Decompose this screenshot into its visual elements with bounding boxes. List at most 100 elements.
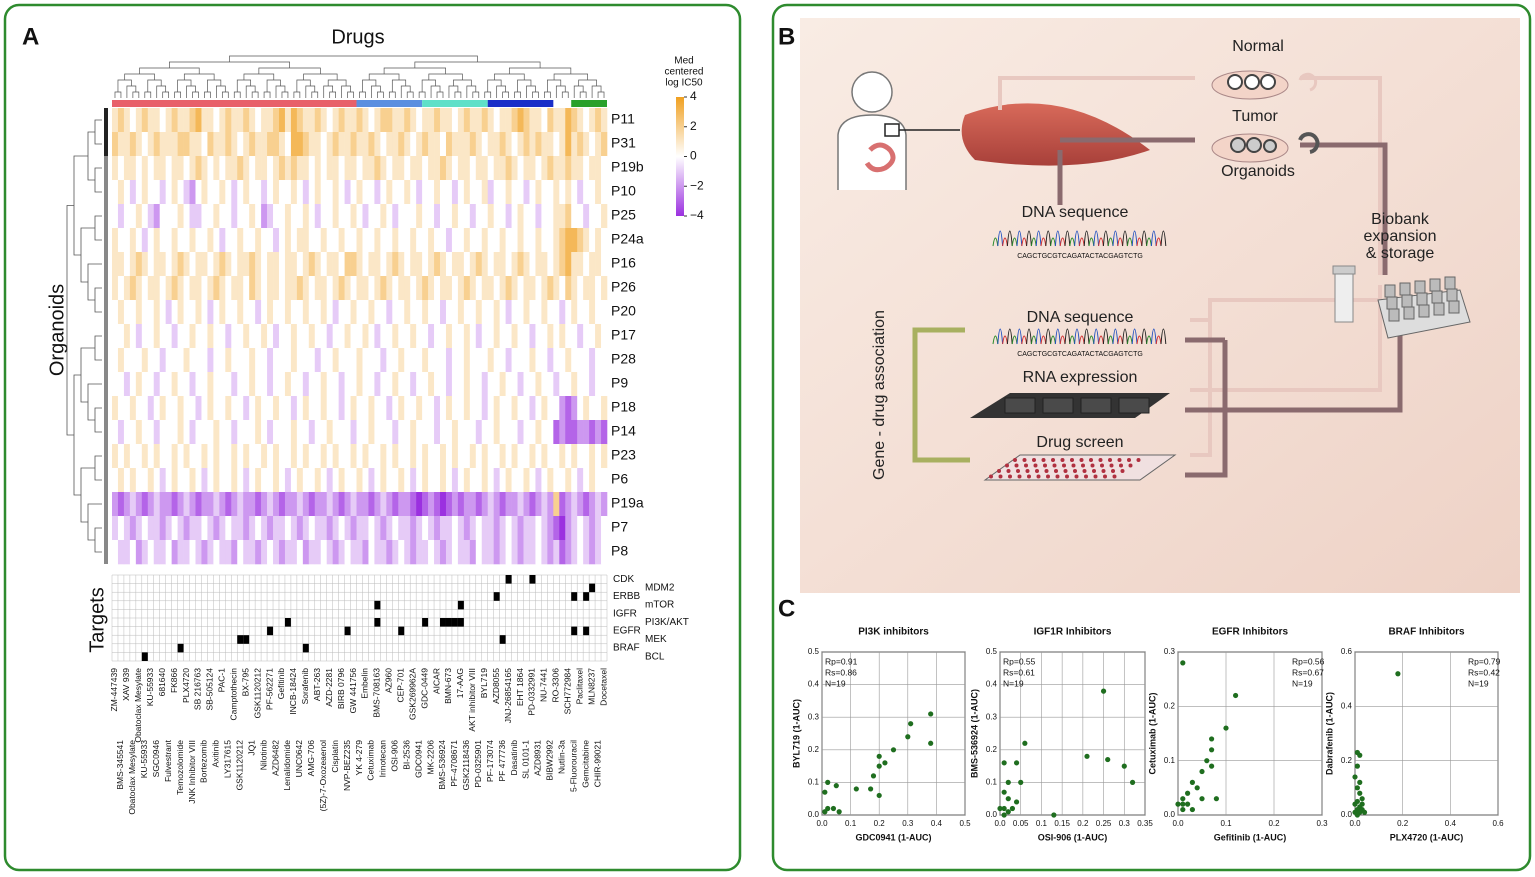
heatmap-cell	[451, 300, 459, 325]
heatmap-cell	[457, 516, 465, 541]
drug-label: AMG-706	[306, 740, 316, 777]
heatmap-cell	[165, 540, 172, 565]
heatmap-cell	[201, 396, 208, 421]
heatmap-cell	[535, 468, 542, 493]
heatmap-cell	[404, 204, 411, 229]
heatmap-cell	[380, 540, 387, 565]
heatmap-cell	[278, 444, 286, 469]
heatmap-cell	[350, 228, 357, 253]
heatmap-cell	[112, 396, 119, 421]
cluster-bar	[571, 100, 607, 107]
heatmap-cell	[583, 252, 590, 277]
heatmap-cell	[117, 156, 125, 181]
heatmap-cell	[404, 420, 411, 445]
point	[1180, 806, 1186, 813]
heatmap-cell	[583, 156, 590, 181]
heatmap-cell	[177, 300, 184, 325]
drug-label: PD-0332991	[527, 668, 537, 716]
heatmap-cell	[601, 108, 608, 133]
heatmap-cell	[356, 516, 363, 541]
heatmap-cell	[445, 468, 453, 493]
heatmap-cell	[207, 444, 214, 469]
heatmap-cell	[511, 228, 518, 253]
well	[1063, 469, 1068, 473]
heatmap-cell	[129, 108, 137, 133]
colon	[864, 142, 896, 173]
heatmap-cell	[290, 204, 298, 229]
heatmap-cell	[434, 444, 441, 469]
heatmap-cell	[123, 108, 131, 133]
heatmap-cell	[445, 132, 453, 157]
heatmap-cell	[165, 180, 172, 205]
heatmap-cell	[434, 108, 441, 133]
heatmap-cell	[601, 348, 608, 373]
point	[1395, 671, 1401, 677]
heatmap-cell	[493, 108, 500, 133]
heatmap-cell	[177, 132, 184, 157]
heatmap-cell	[231, 444, 238, 469]
heatmap-cell	[505, 492, 512, 517]
heatmap-cell	[207, 180, 214, 205]
heatmap-cell	[475, 540, 483, 565]
heatmap-cell	[553, 252, 560, 277]
heatmap-cell	[267, 444, 274, 469]
heatmap-cell	[153, 516, 161, 541]
heatmap-cell	[332, 204, 339, 229]
heatmap-cell	[451, 180, 459, 205]
row-label: P28	[611, 351, 636, 367]
heatmap-cell	[481, 324, 489, 349]
heatmap-cell	[517, 276, 524, 301]
heatmap-cell	[123, 204, 131, 229]
heatmap-cell	[267, 300, 274, 325]
heatmap-cell	[201, 180, 208, 205]
heatmap-cell	[547, 348, 554, 373]
well	[1062, 463, 1066, 468]
heatmap-cell	[141, 108, 149, 133]
dna-peak	[1074, 230, 1080, 247]
well	[1084, 474, 1088, 479]
heatmap-cell	[273, 252, 280, 277]
heatmap-cell	[117, 300, 125, 325]
heatmap-cell	[392, 276, 399, 301]
heatmap-cell	[547, 252, 554, 277]
heatmap-cell	[249, 444, 256, 469]
heatmap-cell	[475, 252, 483, 277]
dna-peak	[1160, 230, 1167, 247]
array-spot	[1080, 397, 1112, 414]
row-label: P10	[611, 183, 636, 199]
heatmap-cell	[428, 180, 435, 205]
point	[1005, 796, 1011, 802]
stat-annotation: N=19	[1468, 678, 1489, 688]
well	[1014, 463, 1019, 468]
heatmap-cell	[469, 372, 477, 397]
heatmap-cell	[255, 300, 262, 325]
drug-label: YK 4-279	[354, 740, 364, 776]
heatmap-cell	[261, 156, 268, 181]
heatmap-cell	[457, 156, 465, 181]
heatmap-cell	[601, 276, 608, 301]
heatmap-cell	[147, 348, 155, 373]
heatmap-cell	[231, 420, 238, 445]
heatmap-cell	[278, 420, 286, 445]
heatmap-cell	[541, 252, 548, 277]
heatmap-cell	[434, 516, 441, 541]
heatmap-cell	[243, 444, 250, 469]
heatmap-cell	[165, 516, 172, 541]
heatmap-cell	[177, 516, 184, 541]
heatmap-cell	[517, 228, 524, 253]
target-label: ERBB	[613, 591, 641, 602]
heatmap-cell	[374, 180, 381, 205]
row-group-bar	[104, 156, 108, 564]
heatmap-cell	[320, 492, 327, 517]
row-group-bar	[104, 108, 108, 156]
heatmap-cell	[368, 396, 375, 421]
heatmap-cell	[338, 540, 345, 565]
heatmap-cell	[374, 276, 381, 301]
point	[1185, 790, 1191, 796]
y-tick-label: 0.3	[808, 712, 820, 721]
dna-peak	[1011, 335, 1018, 345]
dna-peak	[1045, 230, 1052, 247]
heatmap-cell	[457, 204, 465, 229]
heatmap-cell	[356, 444, 363, 469]
heatmap-cell	[487, 132, 494, 157]
